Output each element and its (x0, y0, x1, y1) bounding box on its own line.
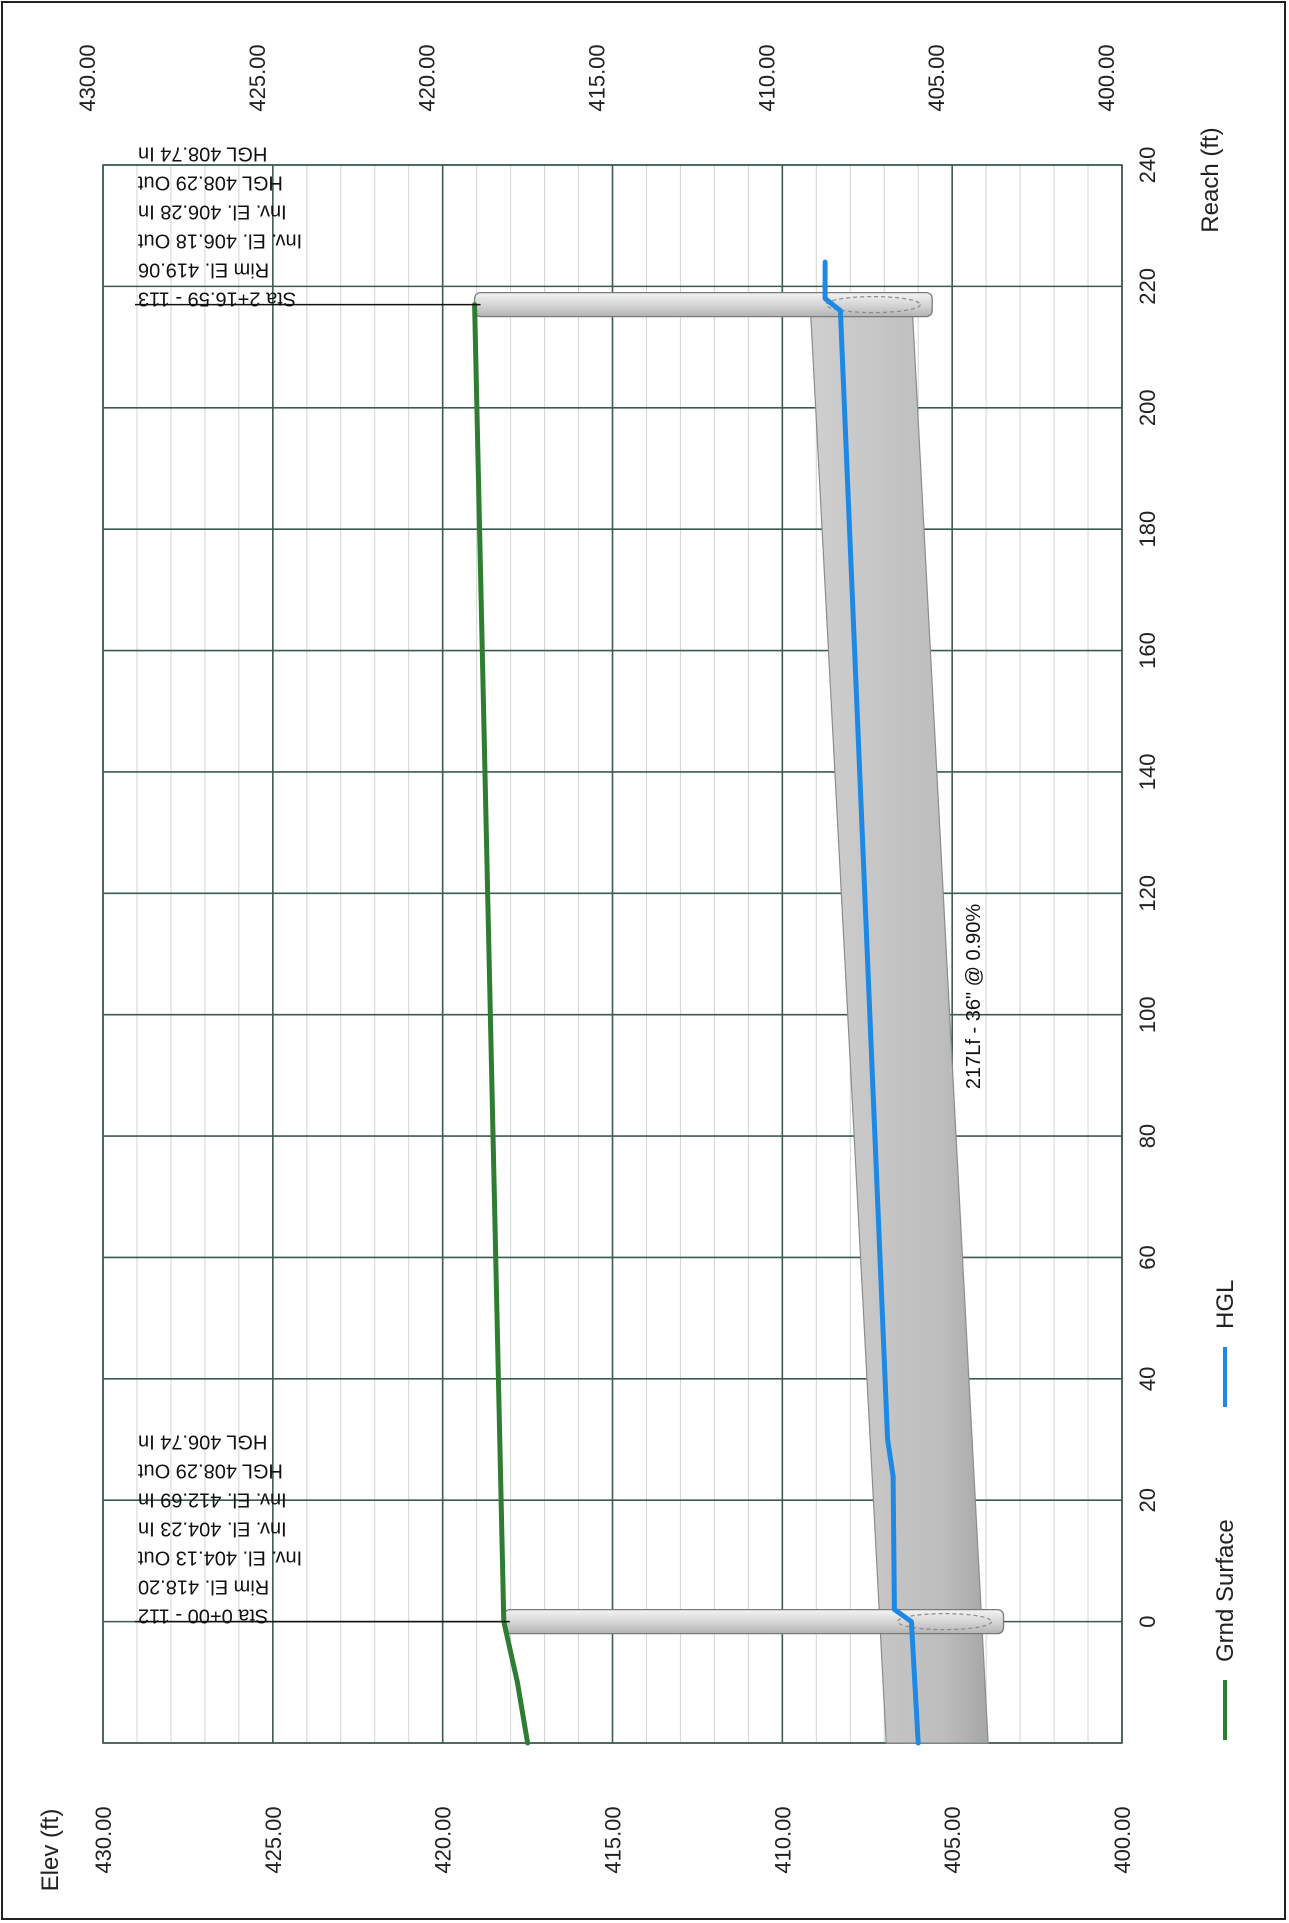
structure-notes: Sta 0+00 - 112 Rim El. 418.20 Inv. El. 404… (135, 143, 510, 1627)
elev-tick-label-top: 410.00 (754, 44, 779, 111)
reach-tick-label: 120 (1135, 875, 1160, 912)
structure-note-line: Sta 0+00 - 112 (138, 1605, 268, 1627)
plot-border (102, 164, 1123, 1744)
elev-tick-label-bottom: 400.00 (1110, 1806, 1135, 1873)
structure-note-line: Sta 2+16.59 - 113 (138, 288, 296, 310)
structure-note-line: HGL 408.29 Out (138, 172, 283, 194)
series-line-hgl (822, 259, 921, 1746)
elev-tick-label-top: 415.00 (585, 44, 610, 111)
elev-tick-label-top: 420.00 (415, 44, 440, 111)
elev-tick-label-bottom: 420.00 (431, 1806, 456, 1873)
structure-note-line: Inv. El. 412.69 In (138, 1489, 287, 1511)
elev-tick-label-bottom: 425.00 (261, 1806, 286, 1873)
series-layer (472, 259, 921, 1746)
structure-note-line: HGL 406.74 In (138, 1431, 267, 1453)
reach-tick-label: 40 (1135, 1367, 1160, 1391)
structure-note-line: Inv. El. 404.23 In (138, 1518, 287, 1540)
legend-label-hgl: HGL (1212, 1280, 1239, 1329)
structure-note-line: Inv. El. 404.13 Out (138, 1547, 303, 1569)
structure-note-line: Rim El. 418.20 (138, 1576, 269, 1598)
reach-tick-label: 100 (1135, 996, 1160, 1033)
manhole-1 (503, 1608, 1005, 1635)
manhole-opening-1 (897, 1613, 993, 1631)
reach-tick-label: 240 (1135, 147, 1160, 184)
structure-note-2: Sta 2+16.59 - 113 Rim El. 419.06 Inv. El. … (138, 143, 303, 310)
series-line-ground (472, 302, 531, 1746)
elev-tick-label-bottom: 405.00 (940, 1806, 965, 1873)
elev-tick-label-top: 425.00 (245, 44, 270, 111)
reach-tick-label: 160 (1135, 632, 1160, 669)
pipe-layer: 217Lf - 36" @ 0.90% (473, 291, 1005, 1744)
structure-note-1: Sta 0+00 - 112 Rim El. 418.20 Inv. El. 404… (138, 1431, 303, 1627)
grid (102, 164, 1123, 1744)
reach-tick-label: 80 (1135, 1124, 1160, 1148)
elev-tick-label-top: 405.00 (924, 44, 949, 111)
axis-ticks: 400.00 400.00 405.00 405.00 410.00 410.00 415.… (75, 44, 1160, 1873)
elev-tick-label-top: 430.00 (75, 44, 100, 111)
elev-tick-label-bottom: 410.00 (770, 1806, 795, 1873)
reach-tick-label: 60 (1135, 1245, 1160, 1269)
reach-axis-title: Reach (ft) (1197, 127, 1224, 232)
elev-tick-label-bottom: 415.00 (601, 1806, 626, 1873)
reach-tick-label: 200 (1135, 389, 1160, 426)
pipe-body (809, 303, 989, 1744)
reach-tick-label: 0 (1135, 1615, 1160, 1627)
legend: Grnd Surface HGL (1212, 1280, 1239, 1740)
pipe-label: 217Lf - 36" @ 0.90% (963, 904, 985, 1090)
legend-label-ground: Grnd Surface (1212, 1519, 1239, 1662)
reach-tick-label: 180 (1135, 511, 1160, 548)
structure-note-line: HGL 408.74 In (138, 143, 267, 165)
reach-tick-label: 220 (1135, 268, 1160, 305)
elev-tick-label-bottom: 430.00 (91, 1806, 116, 1873)
structure-note-line: Rim El. 419.06 (138, 259, 269, 281)
structure-note-line: HGL 408.29 Out (138, 1460, 283, 1482)
axis-titles: Elev (ft) Reach (ft) (37, 127, 1224, 1891)
structure-note-line: Inv. El. 406.18 Out (138, 230, 303, 252)
elev-tick-label-top: 400.00 (1094, 44, 1119, 111)
elev-axis-title: Elev (ft) (37, 1809, 64, 1892)
reach-tick-label: 20 (1135, 1488, 1160, 1512)
structure-note-line: Inv. El. 406.28 In (138, 201, 287, 223)
manhole-opening-2 (825, 295, 921, 314)
reach-tick-label: 140 (1135, 754, 1160, 791)
